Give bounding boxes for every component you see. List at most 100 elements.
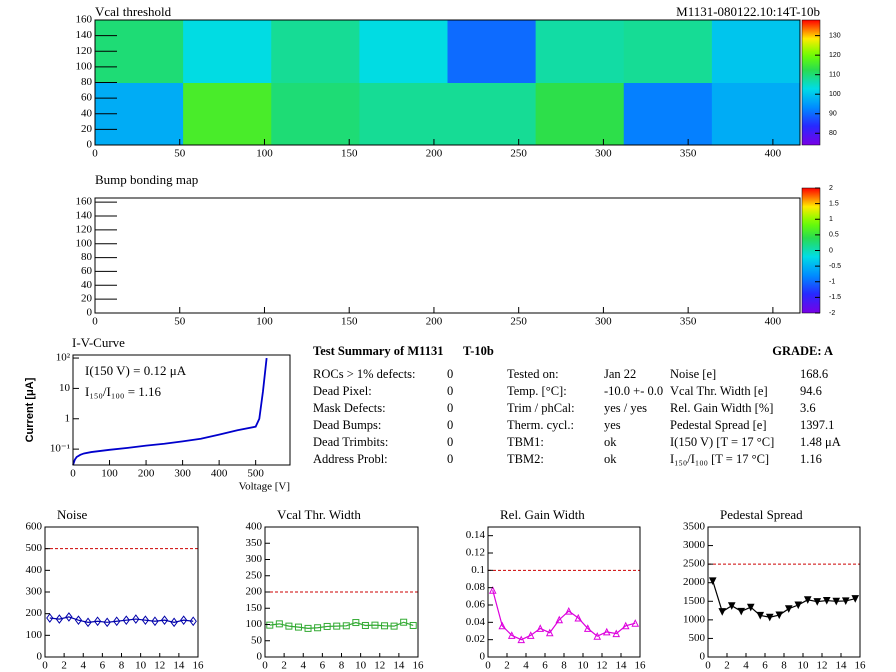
y-tick-label: 60 xyxy=(81,265,93,277)
marker xyxy=(122,615,130,626)
x-tick-label: 400 xyxy=(765,316,782,328)
marker xyxy=(612,629,621,638)
chart-title: Vcal threshold xyxy=(95,4,172,19)
summary-label: Dead Pixel: xyxy=(313,384,372,398)
x-tick-label: 0 xyxy=(485,660,491,672)
summary-label: Vcal Thr. Width [e] xyxy=(670,384,768,398)
summary-label: Dead Bumps: xyxy=(313,418,381,432)
marker xyxy=(583,624,592,632)
x-tick-label: 0 xyxy=(42,660,48,672)
marker xyxy=(794,601,803,610)
roc-cell xyxy=(535,82,625,146)
marker xyxy=(141,615,150,626)
colorbar-tick-label: 100 xyxy=(829,91,841,98)
marker xyxy=(765,613,774,622)
x-tick-label: 400 xyxy=(765,148,782,160)
summary-value: -10.0 +- 0.0 xyxy=(604,384,663,398)
x-tick-label: 8 xyxy=(119,660,125,672)
summary-label: I₁₅₀/I₁₀₀ [T = 17 °C] xyxy=(670,452,769,466)
x-tick-label: 14 xyxy=(836,660,848,672)
x-tick-label: 16 xyxy=(193,660,205,672)
marker xyxy=(555,615,564,624)
chart-subtitle: M1131-080122.10:14T-10b xyxy=(676,4,820,19)
marker xyxy=(266,621,274,629)
y-tick-label: 250 xyxy=(246,569,263,581)
summary-label: Tested on: xyxy=(507,367,559,381)
summary-label: Therm. cycl.: xyxy=(507,418,574,432)
y-tick-label: 20 xyxy=(81,293,93,305)
marker xyxy=(170,617,178,628)
summary-value: 1397.1 xyxy=(800,418,834,432)
chart-title: I-V-Curve xyxy=(72,335,125,350)
y-tick-label: 3500 xyxy=(683,521,706,533)
marker xyxy=(275,620,283,628)
marker xyxy=(775,611,784,620)
y-tick-label: 150 xyxy=(246,602,263,614)
marker xyxy=(756,611,765,620)
x-tick-label: 0 xyxy=(70,468,76,480)
y-tick-label: 10 xyxy=(59,382,71,394)
marker xyxy=(180,615,188,626)
summary-title: Test Summary of M1131 xyxy=(313,344,443,358)
marker xyxy=(564,606,573,615)
y-tick-label: 200 xyxy=(26,607,43,619)
colorbar-tick-label: 90 xyxy=(829,111,837,118)
marker xyxy=(84,617,92,628)
marker xyxy=(832,597,841,606)
marker xyxy=(536,624,545,632)
marker xyxy=(323,622,331,630)
roc-cell xyxy=(359,82,448,146)
plot-area xyxy=(45,527,198,657)
summary-value: 168.6 xyxy=(800,367,828,381)
y-tick-label: 0.04 xyxy=(466,616,486,628)
roc-cell xyxy=(535,20,625,83)
y-tick-label: 10² xyxy=(56,352,71,364)
marker xyxy=(593,632,602,640)
y-tick-label: 50 xyxy=(251,634,263,646)
roc-cell xyxy=(183,82,272,146)
summary-value: 94.6 xyxy=(800,384,822,398)
x-tick-label: 16 xyxy=(413,660,425,672)
summary-value: 3.6 xyxy=(800,401,816,415)
y-tick-label: 10⁻¹ xyxy=(50,443,70,455)
x-tick-label: 0 xyxy=(705,660,711,672)
y-tick-label: 500 xyxy=(26,542,43,554)
y-tick-label: 200 xyxy=(246,586,263,598)
x-tick-label: 6 xyxy=(762,660,768,672)
summary-value: 0 xyxy=(447,452,453,466)
x-tick-label: 10 xyxy=(578,660,590,672)
plot-area xyxy=(73,355,290,465)
annotation: I₁₅₀/I₁₀₀ = 1.16 xyxy=(85,384,162,399)
y-tick-label: 0 xyxy=(87,307,93,319)
x-tick-label: 6 xyxy=(542,660,548,672)
marker xyxy=(602,627,611,636)
x-tick-label: 12 xyxy=(374,660,385,672)
x-tick-label: 2 xyxy=(61,660,67,672)
x-tick-label: 100 xyxy=(256,148,273,160)
x-tick-label: 4 xyxy=(81,660,87,672)
x-tick-label: 100 xyxy=(101,468,118,480)
y-tick-label: 100 xyxy=(26,629,43,641)
plot-frame xyxy=(94,197,801,314)
x-tick-label: 400 xyxy=(211,468,228,480)
chart-title: Bump bonding map xyxy=(95,172,198,187)
y-tick-label: 40 xyxy=(81,279,93,291)
summary-value: ok xyxy=(604,435,617,449)
summary-label: Rel. Gain Width [%] xyxy=(670,401,773,415)
x-tick-label: 2 xyxy=(504,660,510,672)
chart-title: Vcal Thr. Width xyxy=(277,507,361,522)
summary-label: Pedestal Spread [e] xyxy=(670,418,767,432)
y-tick-label: 0 xyxy=(37,651,43,663)
y-tick-label: 0.02 xyxy=(466,633,485,645)
colorbar-tick-label: 120 xyxy=(829,52,841,59)
colorbar-tick-label: 2 xyxy=(829,185,833,192)
x-tick-label: 10 xyxy=(355,660,367,672)
summary-value: yes / yes xyxy=(604,401,647,415)
y-tick-label: 1 xyxy=(65,412,71,424)
y-tick-label: 1000 xyxy=(683,613,706,625)
roc-cell xyxy=(711,20,801,83)
marker xyxy=(65,612,73,622)
x-tick-label: 2 xyxy=(281,660,287,672)
y-tick-label: 300 xyxy=(246,553,263,565)
marker xyxy=(93,616,102,627)
